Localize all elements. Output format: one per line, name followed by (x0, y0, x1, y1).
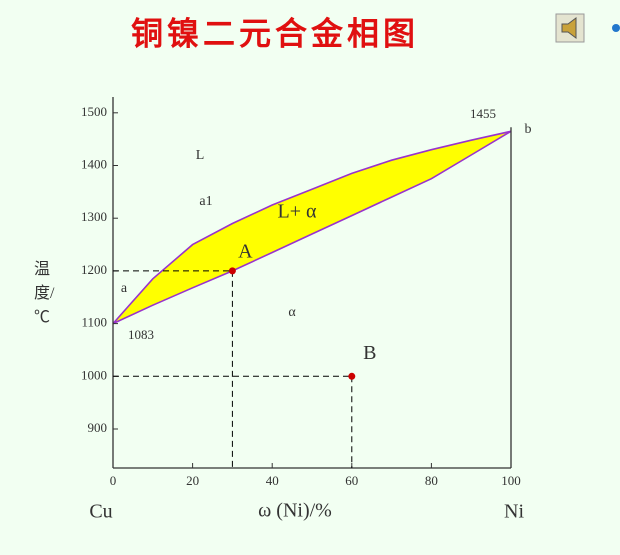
solidus-line (112, 130, 512, 325)
sound-button[interactable] (555, 13, 585, 43)
chart-title: 铜镍二元合金相图 (131, 15, 419, 53)
y-tick-label: 1100 (81, 315, 107, 330)
annotation: 1083 (128, 327, 154, 342)
y-tick-label: 1200 (81, 262, 107, 277)
x-tick-label: 100 (501, 473, 521, 488)
x-axis-label: ω (Ni)/% (258, 500, 332, 522)
x-tick-label: 20 (186, 473, 199, 488)
point (348, 372, 356, 380)
y-tick-label: 900 (88, 420, 108, 435)
x-end-label: Cu (89, 501, 112, 523)
y-tick-label: 1300 (81, 209, 107, 224)
y-tick-label: 1400 (81, 156, 107, 171)
annotation: b (525, 122, 532, 137)
x-tick-label: 40 (266, 473, 279, 488)
y-tick-label: 1000 (81, 367, 107, 382)
point (228, 267, 236, 275)
annotation: a1 (199, 194, 212, 209)
x-tick-label: 80 (425, 473, 438, 488)
indicator-dot (612, 24, 620, 32)
liquidus-line (112, 130, 512, 325)
annotation: L+ α (278, 201, 317, 223)
x-tick-label: 0 (110, 473, 117, 488)
annotation: L (196, 148, 205, 163)
annotation: a (121, 281, 128, 296)
speaker-icon[interactable] (561, 17, 577, 39)
point-label: A (238, 241, 253, 263)
x-tick-label: 60 (345, 473, 358, 488)
y-axis-label: 温度/℃ (34, 261, 55, 326)
annotation: α (288, 305, 296, 320)
y-tick-label: 1500 (81, 104, 107, 119)
annotation: 1455 (470, 106, 496, 121)
point-label: B (363, 342, 376, 364)
x-end-label: Ni (504, 501, 524, 523)
two-phase-region (113, 131, 511, 324)
